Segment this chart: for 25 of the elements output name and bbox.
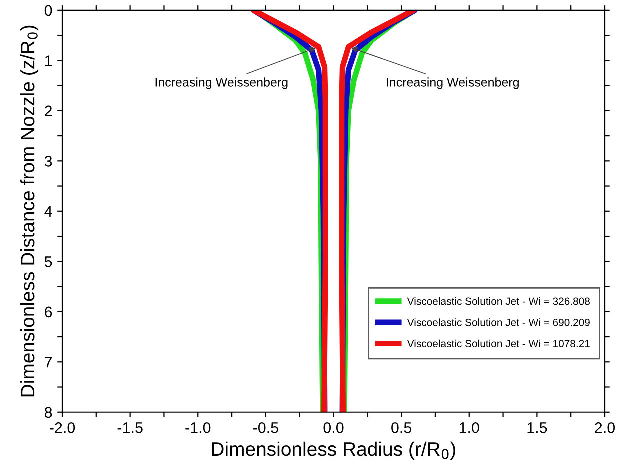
x-tick-label: 1.0 [460, 422, 480, 434]
x-tick-label: -2.0 [50, 422, 76, 434]
x-axis-title: Dimensionless Radius (r/R$_{0}$) [212, 442, 456, 460]
x-tick-label: 2.0 [595, 422, 616, 434]
x-tick-label: 0.5 [392, 422, 412, 434]
x-tick-label: 1.5 [528, 422, 548, 434]
x-tick-label: 0.0 [324, 422, 344, 434]
legend-label: Viscoelastic Solution Jet - Wi = 326.808 [407, 298, 590, 306]
y-tick-label: 3 [44, 156, 52, 167]
y-tick-label: 2 [45, 106, 52, 116]
legend-label: Viscoelastic Solution Jet - Wi = 1078.21 [407, 340, 590, 348]
y-tick-label: 8 [44, 407, 52, 418]
y-tick-label: 1 [45, 56, 52, 66]
y-tick-label: 7 [45, 357, 52, 368]
y-tick-label: 6 [45, 306, 52, 318]
y-tick-label: 0 [44, 5, 52, 16]
x-tick-label: -0.5 [253, 422, 278, 434]
y-axis-title: Dimensionless Distance from Nozzle (z/R$_{0}$) [20, 26, 39, 397]
annotation: Increasing Weissenberg [156, 78, 288, 90]
x-tick-label: -1.5 [118, 422, 143, 434]
annotation: Increasing Weissenberg [387, 78, 519, 90]
x-tick-label: -1.0 [186, 422, 211, 434]
y-tick-label: 4 [44, 206, 52, 217]
legend-label: Viscoelastic Solution Jet - Wi = 690.209 [407, 318, 590, 326]
y-tick-label: 5 [44, 256, 52, 268]
